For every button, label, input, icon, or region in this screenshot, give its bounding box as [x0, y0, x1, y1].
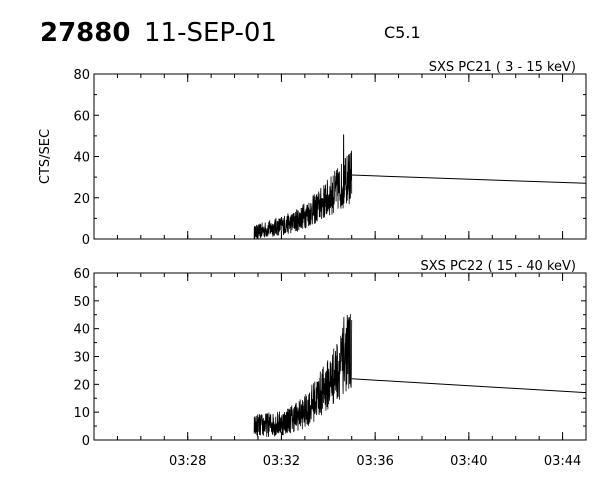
panel2-y-tick-label: 0: [82, 434, 90, 449]
event-id: 27880: [40, 18, 131, 48]
panel1-decay-line: [351, 174, 587, 184]
panel2-y-tick-label: 20: [73, 378, 90, 393]
panel2-x-tick-label: 03:32: [263, 454, 300, 469]
panel2-decay-line: [351, 378, 587, 394]
panel1-noisy-curve: [253, 134, 353, 240]
panel1-y-tick-label: 80: [73, 68, 90, 83]
panel2-noisy-curve: [253, 314, 353, 438]
flare-class: C5.1: [384, 23, 421, 42]
panel2-title: SXS PC22 ( 15 - 40 keV): [420, 259, 576, 274]
panel2-x-tick-label: 03:40: [450, 454, 487, 469]
panel1-frame: [93, 73, 587, 240]
panel1-title: SXS PC21 ( 3 - 15 keV): [429, 60, 576, 75]
panel1-y-tick-label: 40: [73, 151, 90, 166]
panel2-y-tick-label: 50: [73, 295, 90, 310]
panel2-x-tick-label: 03:36: [356, 454, 393, 469]
panel1-y-tick-label: 20: [73, 192, 90, 207]
panel1-y-tick-label: 0: [82, 233, 90, 248]
panel2-y-tick-label: 10: [73, 406, 90, 421]
panel2-y-tick-label: 40: [73, 323, 90, 338]
panel2-x-tick-label: 03:44: [544, 454, 581, 469]
event-date: 11-SEP-01: [144, 18, 277, 48]
panel2-y-tick-label: 30: [73, 351, 90, 366]
panel2-y-tick-label: 60: [73, 267, 90, 282]
panel1-y-axis-label: CTS/SEC: [38, 129, 53, 184]
panel1-y-tick-label: 60: [73, 109, 90, 124]
panel2-x-tick-label: 03:28: [169, 454, 206, 469]
